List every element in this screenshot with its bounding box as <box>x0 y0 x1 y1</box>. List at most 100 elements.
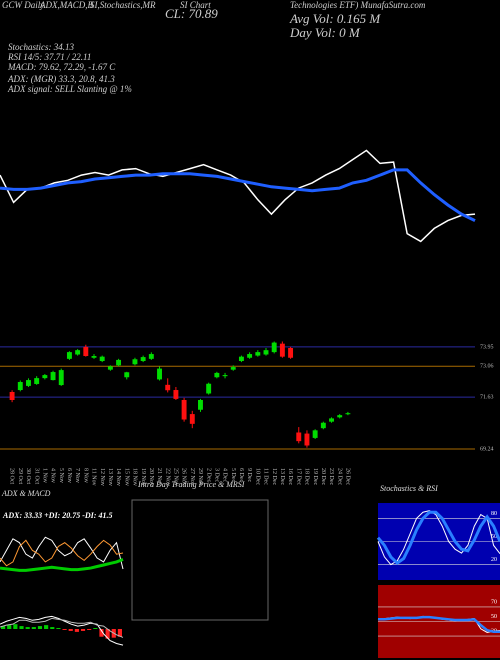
candle-body <box>304 433 310 446</box>
y-tick-label: 70 <box>491 599 497 605</box>
candle-body <box>320 422 326 429</box>
histogram-bar <box>31 627 36 629</box>
close-price: CL: 70.89 <box>165 6 218 21</box>
y-tick-label: 50 <box>491 534 497 540</box>
histogram-bar <box>87 629 92 630</box>
x-tick-label: 12 Nov <box>99 468 105 486</box>
header-label: SI,Stochastics,MR <box>90 0 156 10</box>
candle-body <box>34 378 40 384</box>
x-tick-label: 18 Nov <box>132 468 138 486</box>
x-tick-label: 17 Dec <box>295 468 301 485</box>
series-line <box>378 615 500 633</box>
x-tick-label: 29 Oct <box>17 468 23 484</box>
candle-body <box>26 380 31 386</box>
y-tick-label: 69.24 <box>480 446 494 452</box>
x-tick-label: 3 Dec <box>213 468 219 482</box>
x-tick-label: 1 Nov <box>41 468 47 483</box>
candle-body <box>181 400 187 420</box>
candle-body <box>247 354 253 358</box>
x-tick-label: 25 Nov <box>173 468 179 486</box>
histogram-bar <box>44 625 49 629</box>
x-tick-label: 2 Dec <box>205 468 211 482</box>
candle-body <box>337 415 343 418</box>
indicator-line: Stochastics: 34.13 <box>8 42 74 52</box>
candle-body <box>58 370 64 386</box>
indicator-line: ADX signal: SELL Slanting @ 1% <box>7 84 132 94</box>
candle-body <box>271 342 277 353</box>
intraday-title: Intra Day Trading Price & MRSI <box>137 480 245 489</box>
x-tick-label: 5 Dec <box>230 468 236 482</box>
x-tick-label: 28 Oct <box>9 468 15 484</box>
series-line <box>0 557 124 572</box>
series-line <box>0 536 124 570</box>
x-tick-label: 16 Dec <box>287 468 293 485</box>
candle-body <box>255 352 261 356</box>
x-tick-label: 6 Dec <box>238 468 244 482</box>
candle-body <box>116 359 122 366</box>
candle-body <box>165 384 171 391</box>
indicator-line: ADX: (MGR) 33.3, 20.8, 41.3 <box>7 74 115 84</box>
candle-body <box>148 354 154 359</box>
histogram-bar <box>25 627 30 629</box>
x-tick-label: 23 Dec <box>328 468 334 485</box>
histogram-bar <box>56 628 61 629</box>
x-tick-label: 26 Dec <box>345 468 351 485</box>
candle-body <box>288 348 294 358</box>
histogram-bar <box>105 629 110 639</box>
x-tick-label: 4 Dec <box>222 468 228 482</box>
x-tick-label: 20 Nov <box>148 468 154 486</box>
candle-body <box>50 372 56 381</box>
candle-body <box>189 414 195 424</box>
x-tick-label: 15 Nov <box>123 468 129 486</box>
histogram-bar <box>1 626 6 629</box>
histogram-bar <box>62 629 67 630</box>
x-tick-label: 27 Nov <box>189 468 195 486</box>
candle-body <box>91 356 97 358</box>
histogram-bar <box>19 626 24 629</box>
x-tick-label: 11 Dec <box>263 468 269 485</box>
header-source: Technologies ETF) MunafaSutra.com <box>290 0 426 10</box>
y-tick-label: 20 <box>491 557 497 563</box>
candle-body <box>107 366 113 370</box>
histogram-bar <box>7 625 12 629</box>
x-tick-label: 29 Nov <box>197 468 203 486</box>
y-tick-label: 80 <box>491 511 497 517</box>
candle-body <box>99 356 105 361</box>
candle-body <box>66 352 72 359</box>
header-label: SI Chart <box>180 0 211 10</box>
x-tick-label: 4 Nov <box>50 468 56 483</box>
series-line <box>0 168 476 222</box>
histogram-bar <box>80 629 86 631</box>
histogram-bar <box>117 629 122 637</box>
series-line <box>0 149 476 243</box>
candle-body <box>75 350 81 355</box>
candle-body <box>230 367 236 370</box>
candle-body <box>279 343 285 357</box>
x-tick-label: 11 Nov <box>91 468 97 486</box>
indicator-line: MACD: 79.62, 72.29, -1.67 C <box>7 62 116 72</box>
series-line <box>377 510 500 566</box>
candle-body <box>222 375 228 377</box>
x-tick-label: 9 Dec <box>246 468 252 482</box>
x-tick-label: 12 Dec <box>271 468 277 485</box>
y-tick-label: 73.95 <box>480 344 494 350</box>
x-tick-label: 6 Nov <box>66 468 72 483</box>
x-tick-label: 20 Dec <box>320 468 326 485</box>
candle-body <box>9 391 15 400</box>
indicator-line: RSI 14/5: 37.71 / 22.11 <box>7 52 91 62</box>
y-tick-label: 50 <box>491 614 497 620</box>
x-tick-label: 19 Nov <box>140 468 146 486</box>
candle-body <box>173 390 179 399</box>
candle-body <box>157 368 162 380</box>
panel-subtitle: ADX: 33.33 +DI: 20.75 -DI: 41.5 <box>2 511 112 520</box>
series-line <box>0 539 124 567</box>
histogram-bar <box>74 629 79 632</box>
avg-volume: Avg Vol: 0.165 M <box>289 11 381 26</box>
x-tick-label: 7 Nov <box>74 468 80 483</box>
candle-body <box>263 350 269 355</box>
candle-body <box>312 430 318 438</box>
x-tick-label: 13 Nov <box>107 468 113 486</box>
panel-title: ADX & MACD <box>1 489 51 498</box>
candle-body <box>42 375 48 379</box>
